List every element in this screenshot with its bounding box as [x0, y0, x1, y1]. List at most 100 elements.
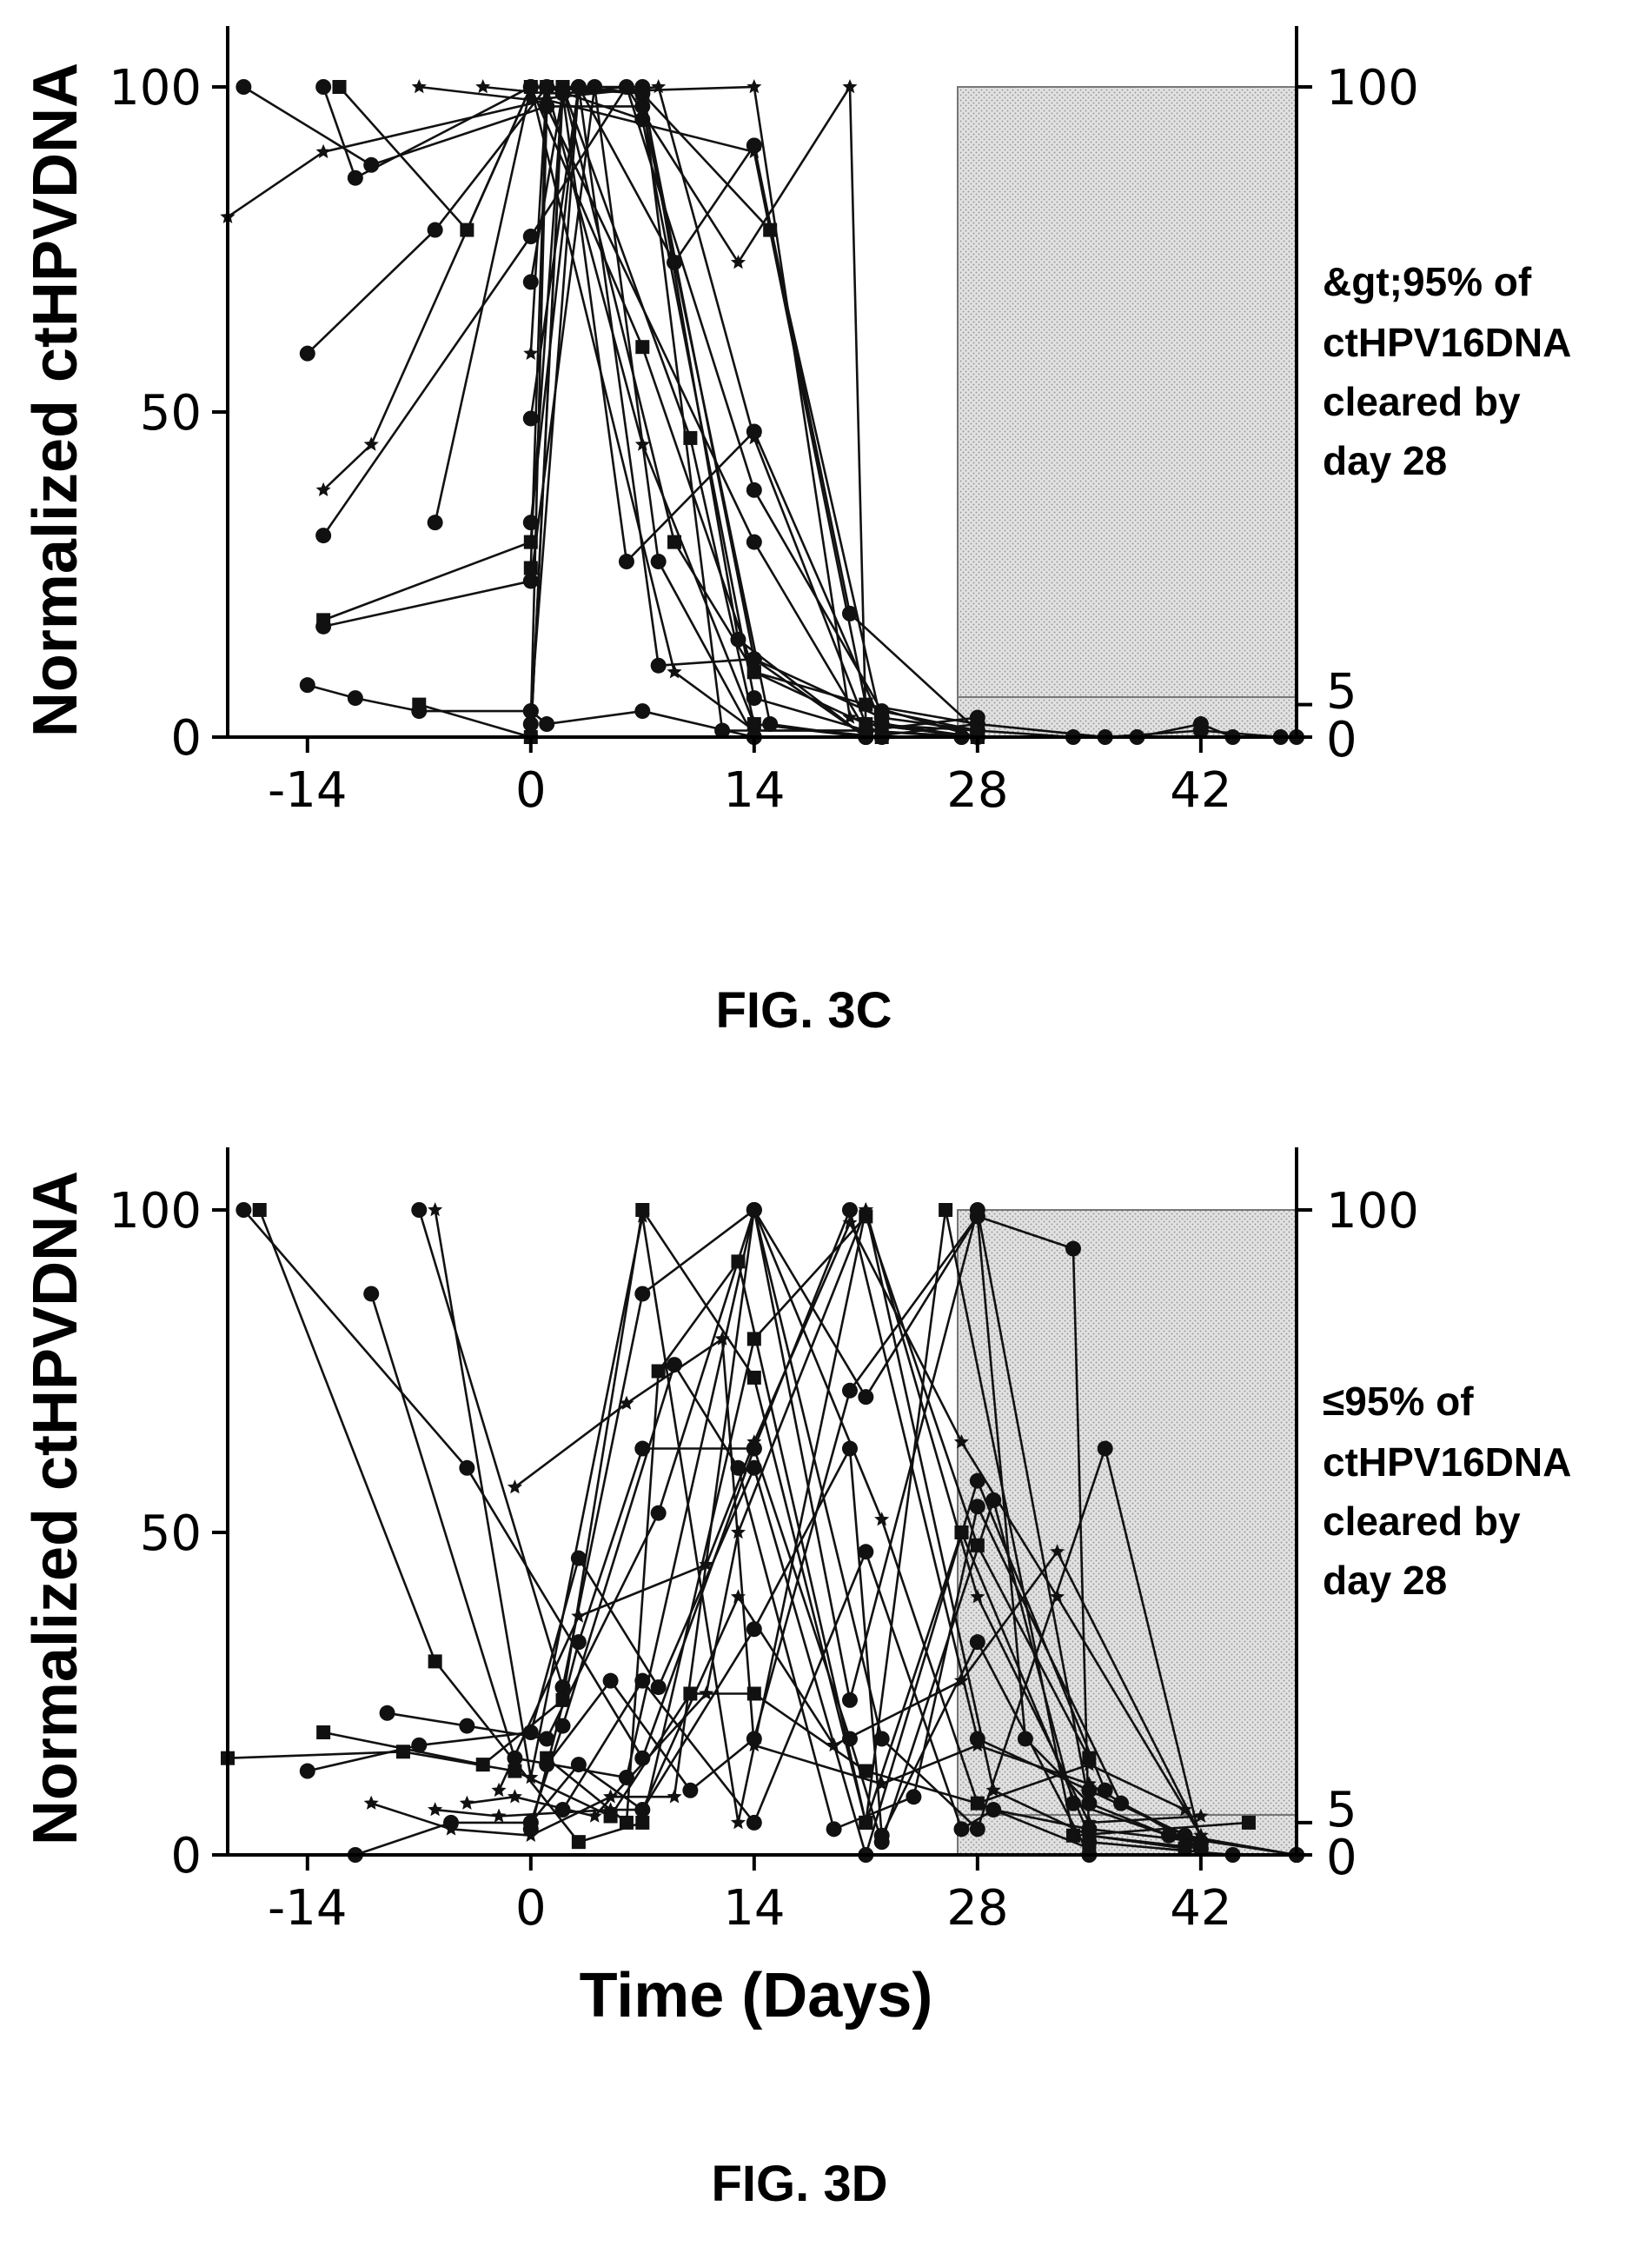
data-point [826, 1821, 842, 1838]
data-point [746, 482, 762, 498]
data-point [571, 1835, 586, 1850]
data-point [570, 1757, 587, 1773]
data-point [730, 255, 746, 269]
data-point [315, 482, 331, 496]
data-point [1193, 1808, 1209, 1823]
figure-caption-fig-3d: FIG. 3D [711, 2156, 887, 2212]
data-point [842, 79, 858, 94]
data-point [618, 554, 634, 570]
annotation-fig-3d-line-1: ≤95% of [1323, 1379, 1474, 1424]
data-point [507, 1479, 522, 1494]
y-tick-label: 50 [140, 1505, 202, 1562]
x-tick-label: 42 [1170, 1880, 1231, 1937]
data-point [842, 1214, 858, 1230]
data-point [539, 716, 555, 733]
annotation-fig-3d-line-3: cleared by [1323, 1499, 1521, 1544]
data-point [1097, 1440, 1113, 1457]
data-point [522, 1814, 539, 1831]
data-point [315, 143, 331, 159]
data-point [634, 85, 651, 102]
x-tick-label: -14 [268, 762, 347, 819]
data-point [443, 1814, 460, 1831]
data-point [459, 1795, 474, 1810]
series-line [322, 83, 866, 732]
data-point [746, 1621, 762, 1638]
right-tick-label: 0 [1326, 712, 1357, 768]
data-point [650, 554, 667, 570]
data-point [746, 1814, 762, 1831]
right-ticks-fig-3c: 05 100 [1297, 60, 1419, 768]
series-line [242, 1206, 1202, 1844]
data-point [1081, 1821, 1098, 1838]
figure-caption-fig-3c: FIG. 3C [715, 982, 892, 1039]
x-tick-label: 28 [946, 762, 1008, 819]
right-tick-label: 5 [1326, 664, 1357, 721]
data-point [969, 1634, 985, 1651]
series-line [529, 85, 978, 732]
right-tick-label: 100 [1326, 60, 1419, 116]
data-point [619, 1815, 634, 1830]
series-group-fig-3c [220, 79, 1304, 745]
data-point [969, 1208, 985, 1225]
data-point [522, 716, 539, 733]
series-line [514, 1337, 1202, 1850]
data-point [730, 1589, 746, 1604]
data-point [570, 1550, 587, 1566]
data-point [522, 229, 539, 245]
data-point [635, 1815, 650, 1830]
data-point [539, 1731, 555, 1747]
data-point [315, 79, 332, 95]
data-point [603, 1789, 619, 1804]
data-point [634, 1440, 651, 1457]
data-point [858, 1389, 874, 1406]
data-point [953, 1821, 970, 1838]
data-point [522, 79, 539, 95]
y-tick-label: 100 [109, 1183, 202, 1239]
data-point [634, 436, 650, 451]
series-16 [522, 1440, 1304, 1863]
data-point [634, 1672, 651, 1689]
data-point [299, 677, 315, 694]
data-point [699, 1557, 714, 1572]
data-point [522, 274, 539, 290]
annotation-fig-3d-line-4: day 28 [1323, 1558, 1447, 1603]
data-point [379, 1705, 395, 1721]
data-point [682, 1782, 699, 1798]
data-point [236, 1202, 252, 1218]
data-point [970, 1737, 985, 1752]
data-point [969, 1821, 985, 1838]
x-tick-label: 14 [723, 1880, 785, 1937]
shaded-region-fig-3d [957, 1209, 1297, 1856]
data-point [1192, 716, 1209, 733]
x-tick-label: 0 [515, 762, 547, 819]
data-point [1081, 1795, 1098, 1811]
series-line [529, 1447, 1297, 1857]
data-point [873, 1827, 890, 1844]
data-point [603, 1809, 618, 1824]
data-point [650, 1505, 667, 1521]
data-point [762, 716, 779, 733]
data-point [459, 1459, 475, 1476]
data-point [746, 651, 762, 668]
data-point [428, 1202, 443, 1217]
data-point [683, 1686, 698, 1701]
data-point [411, 79, 427, 94]
annotation-fig-3c-line-1: &gt;95% of [1323, 259, 1532, 304]
data-point [858, 1202, 873, 1217]
data-point [635, 1203, 650, 1217]
data-point [859, 1764, 873, 1778]
data-point [619, 79, 634, 94]
data-point [491, 1808, 507, 1823]
data-point [1050, 1544, 1065, 1558]
data-point [316, 1725, 331, 1740]
data-point [1081, 1776, 1097, 1791]
series-8 [315, 79, 985, 739]
series-line [546, 1259, 1185, 1850]
annotation-fig-3d-line-2: ctHPV16DNA [1323, 1439, 1571, 1485]
data-point [650, 657, 667, 674]
data-point [635, 340, 650, 355]
data-point [763, 223, 778, 237]
data-point [939, 1203, 953, 1217]
data-point [571, 1608, 587, 1623]
data-point [842, 709, 858, 724]
